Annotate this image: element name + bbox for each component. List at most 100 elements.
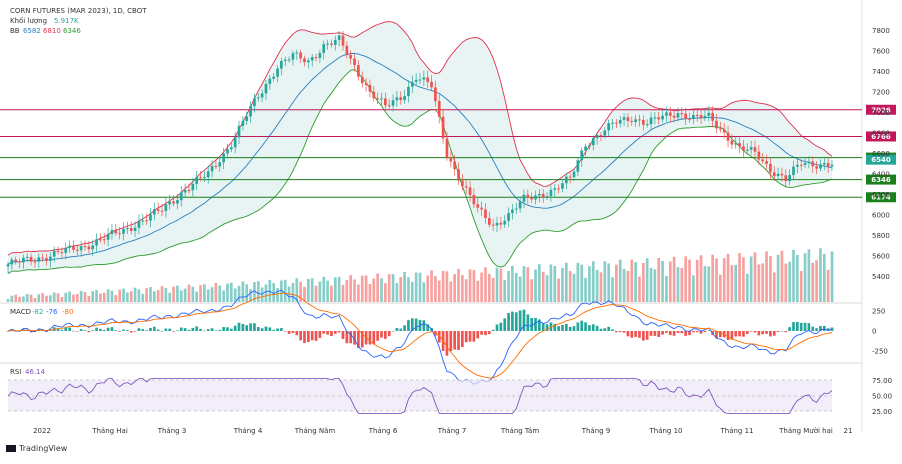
macd-hist-bar xyxy=(368,331,372,345)
macd-hist-bar xyxy=(615,331,618,333)
candle-body xyxy=(303,58,306,63)
candle-body xyxy=(295,52,299,54)
level-badge-6346 xyxy=(866,174,896,185)
macd-legend-v2: -76 xyxy=(46,308,58,316)
macd-hist-bar xyxy=(276,328,279,331)
volume-bar xyxy=(699,255,703,302)
macd-hist-bar xyxy=(164,328,168,331)
volume-bar xyxy=(437,280,441,302)
candle-body xyxy=(545,196,549,198)
macd-line xyxy=(7,289,833,385)
candle-body xyxy=(638,119,641,121)
candle-body xyxy=(99,239,102,241)
macd-hist-bar xyxy=(299,331,302,341)
volume-bar xyxy=(360,275,364,302)
volume-bar xyxy=(495,267,499,302)
candle-body xyxy=(368,84,372,92)
macd-hist-bar xyxy=(726,331,730,341)
candle-body xyxy=(499,222,503,225)
volume-bar xyxy=(345,280,349,302)
volume-bar xyxy=(179,290,183,302)
candle-body xyxy=(480,207,483,210)
bb-legend-upper: 6810 xyxy=(43,27,61,35)
candle-body xyxy=(811,161,815,167)
candle-body xyxy=(25,256,29,258)
macd-hist-bar xyxy=(41,330,44,332)
rsi-legend-label: RSI xyxy=(10,368,21,376)
macd-hist-bar xyxy=(788,327,791,331)
macd-hist-bar xyxy=(168,328,172,331)
volume-bar xyxy=(391,274,395,302)
macd-hist-bar xyxy=(503,318,507,331)
volume-bar xyxy=(56,293,60,302)
volume-bar xyxy=(711,254,714,302)
candle-body xyxy=(807,161,811,164)
volume-bar xyxy=(534,269,537,302)
macd-hist-bar xyxy=(141,329,145,331)
time-tick-11: Tháng Mười hai xyxy=(778,427,833,435)
candle-body xyxy=(580,150,584,161)
volume-bar xyxy=(75,293,79,302)
candle-body xyxy=(711,112,714,121)
candles xyxy=(6,30,834,274)
macd-hist-bar xyxy=(206,329,210,331)
volume-bar xyxy=(634,262,637,302)
volume-bar xyxy=(376,273,379,302)
price-tick-7600: 7600 xyxy=(872,47,890,55)
volume-bar xyxy=(399,277,403,302)
candle-body xyxy=(222,153,225,163)
volume-bar xyxy=(476,280,480,302)
volume-bar xyxy=(780,250,784,302)
macd-legend-v1: -82 xyxy=(32,308,43,316)
macd-hist-bar xyxy=(395,328,399,331)
volume-bar xyxy=(545,275,549,302)
candle-body xyxy=(461,180,464,187)
volume-bar xyxy=(384,283,387,302)
candle-body xyxy=(437,101,441,117)
macd-hist-bar xyxy=(707,330,711,331)
macd-hist-bar xyxy=(487,331,491,335)
volume-bar xyxy=(133,287,137,302)
candle-body xyxy=(819,164,822,169)
volume-bar xyxy=(480,272,483,302)
macd-hist-bar xyxy=(591,324,595,331)
candle-body xyxy=(256,97,260,99)
candle-body xyxy=(615,122,618,124)
candle-body xyxy=(618,119,622,124)
volume-bar xyxy=(591,261,595,302)
candle-body xyxy=(822,163,826,165)
candle-body xyxy=(218,162,222,167)
macd-hist-bar xyxy=(414,318,418,331)
macd-hist-bar xyxy=(337,331,341,333)
macd-hist-bar xyxy=(757,331,761,336)
volume-bar xyxy=(811,262,815,302)
candle-body xyxy=(572,171,576,178)
candle-body xyxy=(599,135,603,137)
candle-body xyxy=(126,228,129,230)
candle-body xyxy=(568,176,572,178)
price-tick-7800: 7800 xyxy=(872,27,890,35)
macd-hist-bar xyxy=(283,331,287,332)
volume-bar xyxy=(156,289,160,302)
macd-hist-bar xyxy=(695,331,699,333)
candle-body xyxy=(137,221,141,228)
volume-bar xyxy=(164,288,168,302)
candle-body xyxy=(75,249,79,251)
candle-body xyxy=(45,258,48,261)
candle-body xyxy=(376,98,379,100)
candle-body xyxy=(772,172,776,177)
candle-body xyxy=(52,251,56,257)
volume-bar xyxy=(703,266,707,302)
macd-hist-bar xyxy=(410,318,414,331)
macd-hist-bar xyxy=(210,328,214,331)
candle-body xyxy=(399,97,403,101)
volume-bar xyxy=(584,277,587,302)
candle-body xyxy=(133,227,137,231)
candle-body xyxy=(372,91,376,99)
candle-body xyxy=(414,79,418,82)
volume-bar xyxy=(49,295,52,302)
candle-body xyxy=(360,76,364,84)
volume-bar xyxy=(715,258,718,302)
volume-bar xyxy=(106,289,110,302)
